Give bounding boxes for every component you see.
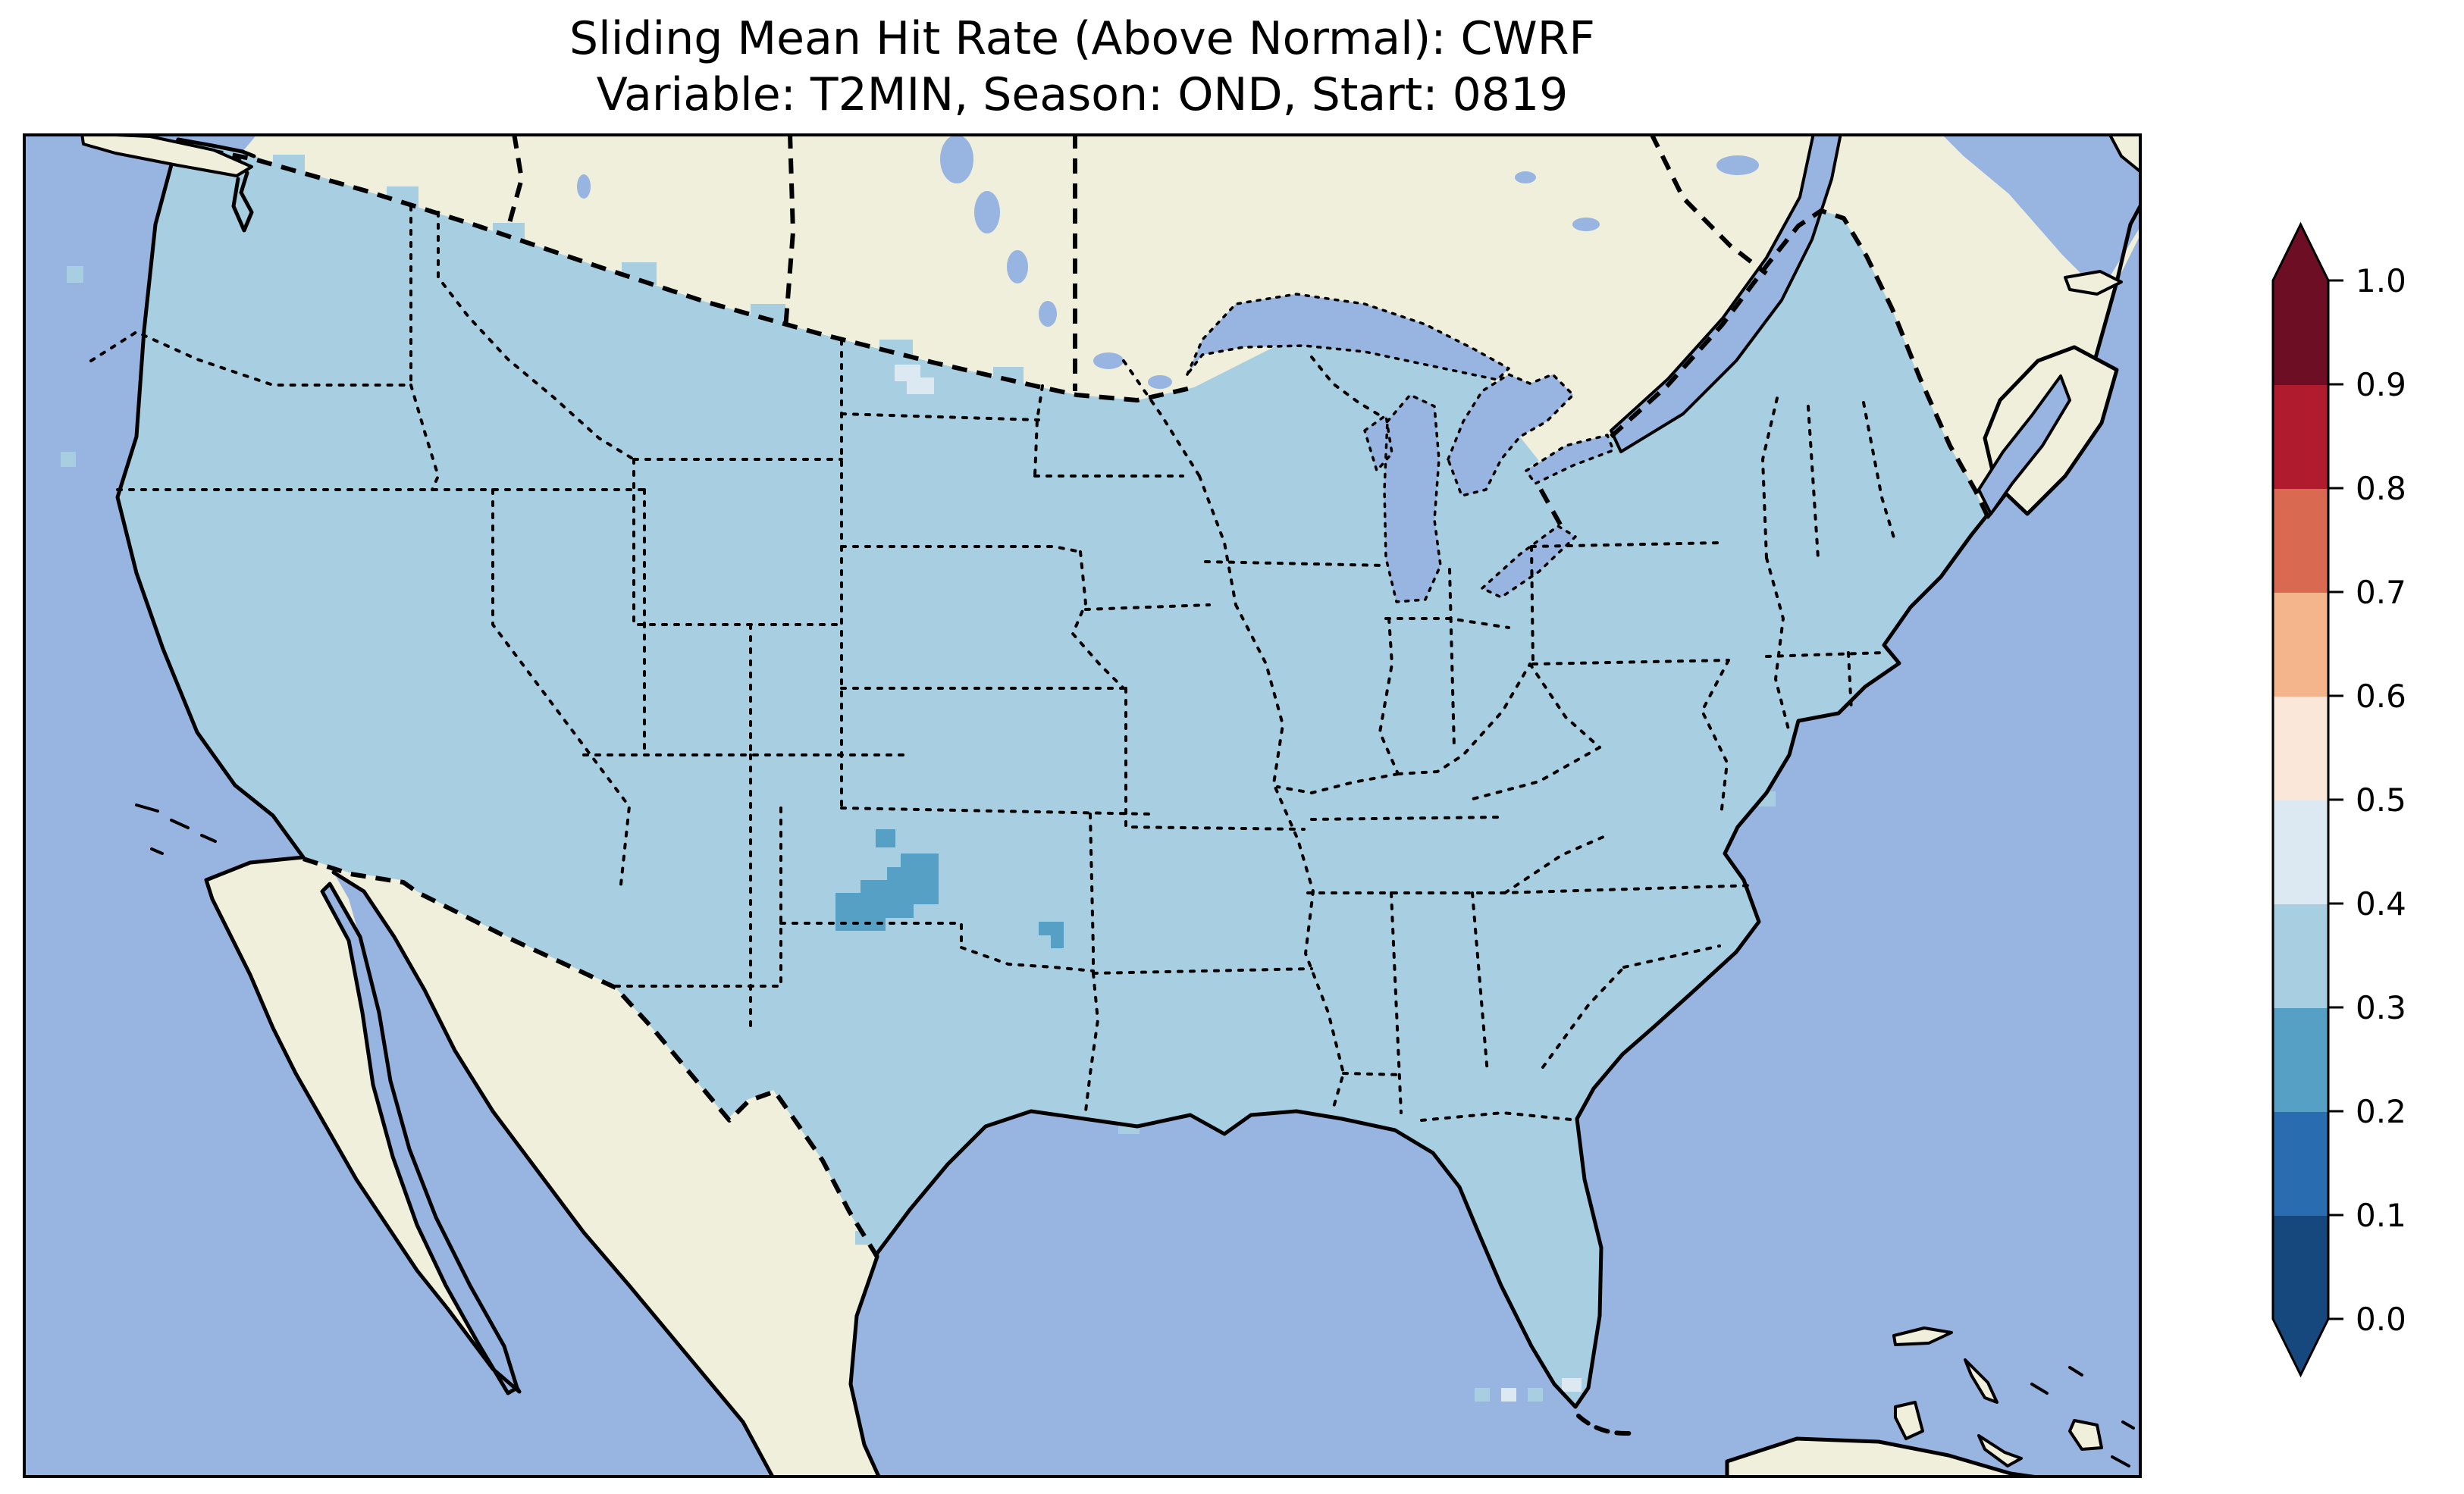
map-frame xyxy=(23,133,2142,1478)
colorbar-tick-label: 0.7 xyxy=(2356,574,2406,611)
state-borders xyxy=(89,205,1897,1122)
colorbar-arrow-over xyxy=(2273,224,2328,280)
mexico-gulf-coastline xyxy=(848,1254,882,1478)
colorbar-bin-0.4-0.5 xyxy=(2273,800,2328,904)
colorbar-bin-0.1-0.2 xyxy=(2273,1111,2328,1216)
channel-islands xyxy=(135,803,217,855)
us-canada-border xyxy=(183,143,1195,402)
colorbar-tick-label: 0.6 xyxy=(2356,678,2406,715)
florida-keys xyxy=(1576,1414,1640,1436)
international-borders xyxy=(183,143,1990,1258)
canada-province-borders xyxy=(507,133,1768,391)
anomaly-cell-north-dakota xyxy=(895,365,934,394)
colorbar-svg: 1.0 0.9 0.8 0.7 0.6 0.5 0.4 0.3 0.2 0.1 0.0 xyxy=(2271,221,2406,1378)
bay-of-fundy xyxy=(1977,374,2071,515)
colorbar-tick-label: 0.5 xyxy=(2356,781,2406,819)
anomaly-cell-oklahoma-east xyxy=(1039,922,1064,948)
figure-title: Sliding Mean Hit Rate (Above Normal): CW… xyxy=(23,11,2142,123)
gulf-of-california xyxy=(320,882,519,1395)
lake-erie xyxy=(1481,525,1577,599)
prince-edward-island xyxy=(2064,270,2123,296)
great-lakes xyxy=(1186,293,1615,603)
map-panel xyxy=(23,133,2142,1478)
colorbar-tick-label: 0.0 xyxy=(2356,1301,2406,1338)
colorbar-arrow-under xyxy=(2273,1319,2328,1375)
colorbar-bin-0.6-0.7 xyxy=(2273,592,2328,697)
colorbar-bin-0.5-0.6 xyxy=(2273,696,2328,800)
gulf-atlantic-coastline xyxy=(873,514,1989,1409)
strait-puget xyxy=(176,137,256,233)
coastlines xyxy=(115,137,1989,1478)
anomaly-cell-oklahoma-west xyxy=(835,853,939,931)
colorbar: 1.0 0.9 0.8 0.7 0.6 0.5 0.4 0.3 0.2 0.1 0.0 xyxy=(2244,205,2464,1463)
colorbar-bin-0.2-0.3 xyxy=(2273,1007,2328,1112)
figure-title-line2: Variable: T2MIN, Season: OND, Start: 081… xyxy=(596,68,1569,121)
baja-mexico-coastline xyxy=(204,855,776,1478)
pacific-coastline xyxy=(115,137,306,860)
anomaly-cell-kansas xyxy=(876,829,895,847)
colorbar-bin-0.8-0.9 xyxy=(2273,384,2328,489)
colorbar-tick-label: 0.2 xyxy=(2356,1093,2406,1130)
colorbar-bin-0.7-0.8 xyxy=(2273,488,2328,593)
gulf-of-st-lawrence xyxy=(1941,133,2142,293)
anomaly-cells xyxy=(835,365,1582,1402)
colorbar-tick-label: 0.1 xyxy=(2356,1197,2406,1234)
figure-title-line1: Sliding Mean Hit Rate (Above Normal): CW… xyxy=(569,12,1595,65)
st-lawrence-river xyxy=(1610,133,1842,453)
colorbar-tick-label: 0.8 xyxy=(2356,470,2406,507)
colorbar-tick-label: 1.0 xyxy=(2356,262,2406,299)
anomaly-cells-florida-offshore xyxy=(1475,1378,1582,1402)
colorbar-tick-label: 0.3 xyxy=(2356,989,2406,1026)
colorbar-bin-0.3-0.4 xyxy=(2273,904,2328,1008)
bahamas-islands xyxy=(1892,1326,2135,1467)
colorbar-tick-label: 0.4 xyxy=(2356,885,2406,922)
colorbar-tick-label: 0.9 xyxy=(2356,366,2406,403)
lake-huron xyxy=(1447,373,1575,497)
canadian-lakes xyxy=(577,135,1759,389)
lake-ontario xyxy=(1525,434,1615,485)
vancouver-island xyxy=(80,133,253,177)
lake-superior xyxy=(1186,293,1510,381)
us-hit-rate-map xyxy=(23,133,2142,1478)
newfoundland-corner xyxy=(2108,133,2142,174)
us-mexico-border xyxy=(303,857,879,1258)
us-hit-rate-field xyxy=(118,139,1986,1407)
colorbar-bin-0.9-1.0 xyxy=(2273,280,2328,385)
lake-michigan xyxy=(1363,393,1442,603)
colorbar-bin-0.0-0.1 xyxy=(2273,1215,2328,1320)
cuba xyxy=(1725,1436,2045,1478)
